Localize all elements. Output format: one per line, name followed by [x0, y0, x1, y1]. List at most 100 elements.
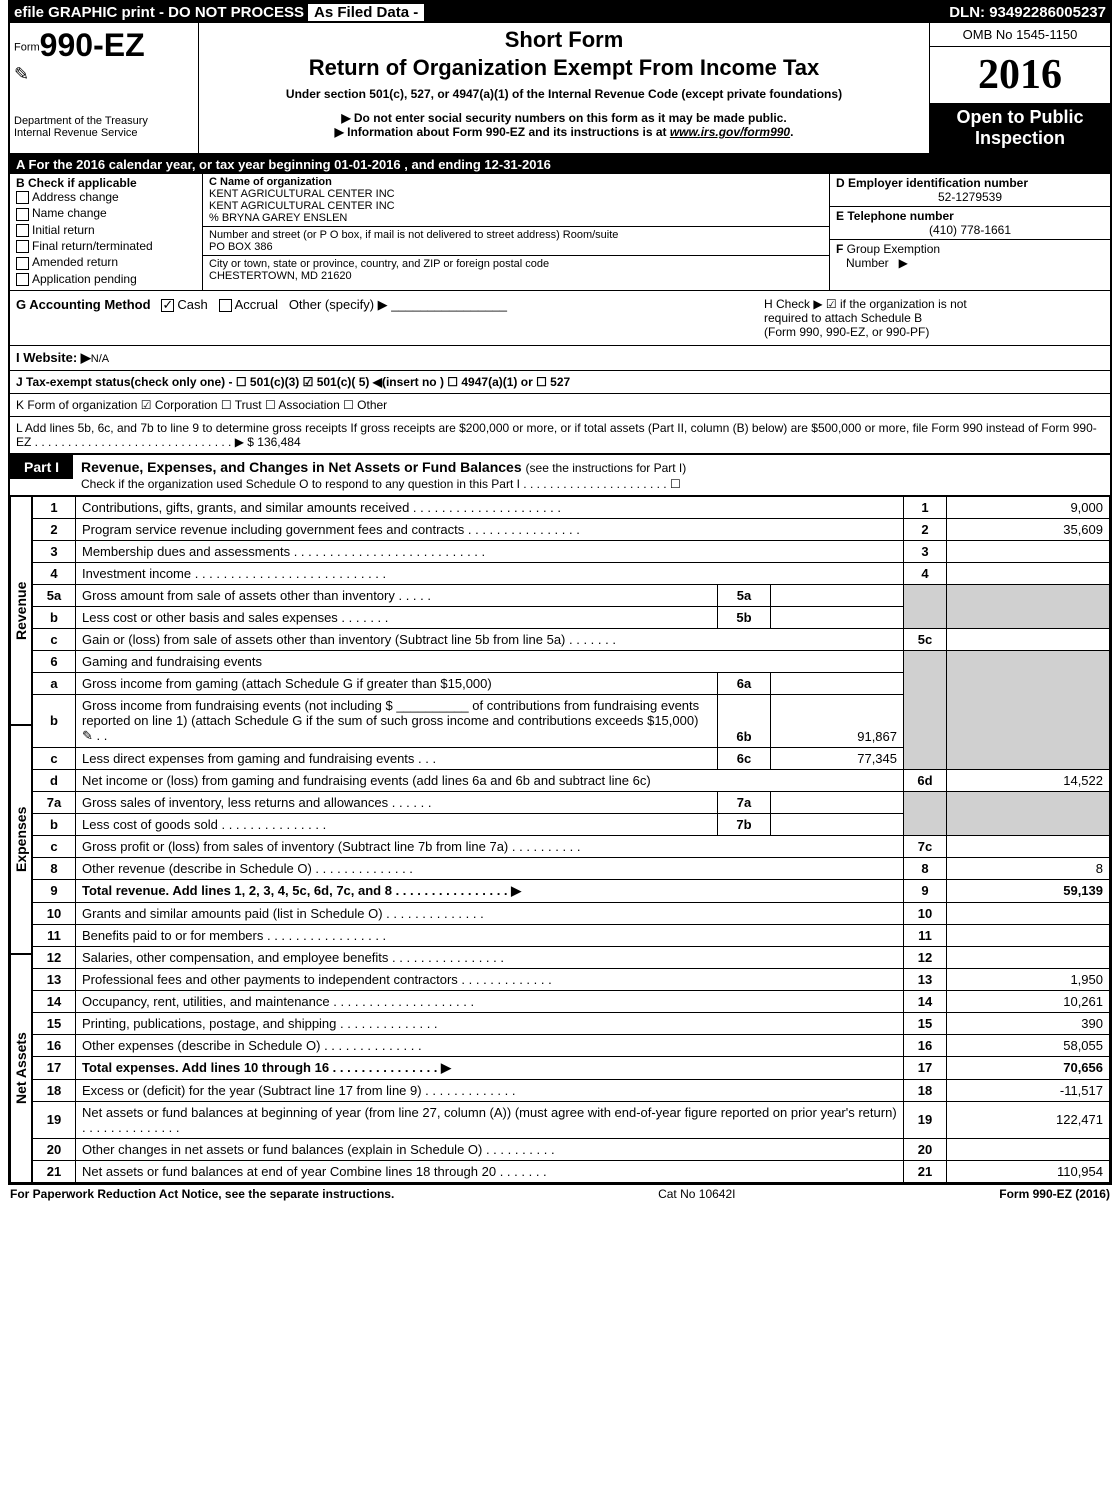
line-21: 21Net assets or fund balances at end of … — [33, 1160, 1110, 1182]
part1-check-line: Check if the organization used Schedule … — [81, 477, 681, 491]
form-header: Form990-EZ ✎ Department of the Treasury … — [10, 23, 1110, 155]
line-15: 15Printing, publications, postage, and s… — [33, 1012, 1110, 1034]
omb-number: OMB No 1545-1150 — [930, 23, 1110, 47]
H-line1: H Check ▶ ☑ if the organization is not — [764, 297, 1104, 311]
row-A: A For the 2016 calendar year, or tax yea… — [10, 155, 1110, 174]
cb-name-change[interactable]: Name change — [16, 206, 196, 220]
E-label: E Telephone number — [836, 209, 1104, 223]
line-17: 17Total expenses. Add lines 10 through 1… — [33, 1056, 1110, 1079]
line-20: 20Other changes in net assets or fund ba… — [33, 1138, 1110, 1160]
tax-year: 2016 — [930, 47, 1110, 103]
dln-label: DLN: 93492286005237 — [949, 4, 1106, 21]
row-G: G Accounting Method Cash Accrual Other (… — [10, 291, 758, 345]
form-number: 990-EZ — [40, 27, 145, 63]
H-line3: (Form 990, 990-EZ, or 990-PF) — [764, 325, 1104, 339]
line-3: 3Membership dues and assessments . . . .… — [33, 540, 1110, 562]
D-label: D Employer identification number — [836, 176, 1104, 190]
asfiled-label: As Filed Data - — [308, 4, 424, 21]
part1-label: Part I — [10, 455, 73, 479]
line-12: 12Salaries, other compensation, and empl… — [33, 946, 1110, 968]
line-4: 4Investment income . . . . . . . . . . .… — [33, 562, 1110, 584]
line-1: 1Contributions, gifts, grants, and simil… — [33, 496, 1110, 518]
footer-left: For Paperwork Reduction Act Notice, see … — [10, 1187, 394, 1201]
footer-mid: Cat No 10642I — [658, 1187, 735, 1201]
top-bar: efile GRAPHIC print - DO NOT PROCESS As … — [10, 2, 1110, 23]
cb-address-change[interactable]: Address change — [16, 190, 196, 204]
row-L: L Add lines 5b, 6c, and 7b to line 9 to … — [10, 416, 1110, 453]
G-label: G Accounting Method — [16, 297, 151, 312]
instr-line-2: ▶ Information about Form 990-EZ and its … — [205, 125, 923, 139]
section-DEF: D Employer identification number 52-1279… — [829, 174, 1110, 290]
row-GH: G Accounting Method Cash Accrual Other (… — [10, 290, 1110, 345]
line-10: 10Grants and similar amounts paid (list … — [33, 902, 1110, 924]
instr2-suffix: . — [790, 125, 793, 139]
irs-link[interactable]: www.irs.gov/form990 — [670, 125, 790, 139]
cb-application-pending[interactable]: Application pending — [16, 272, 196, 286]
form-container: efile GRAPHIC print - DO NOT PROCESS As … — [8, 0, 1112, 1185]
addr-value: PO BOX 386 — [209, 241, 823, 253]
footer-right: Form 990-EZ (2016) — [999, 1187, 1110, 1201]
instr-line-1: ▶ Do not enter social security numbers o… — [205, 111, 923, 125]
cb-accrual[interactable] — [219, 299, 232, 312]
C-label: C Name of organization — [209, 176, 823, 188]
row-I: I Website: ▶N/A — [10, 345, 1110, 370]
main-title: Return of Organization Exempt From Incom… — [205, 55, 923, 81]
org-name-2: KENT AGRICULTURAL CENTER INC — [209, 200, 823, 212]
line-11: 11Benefits paid to or for members . . . … — [33, 924, 1110, 946]
I-value: N/A — [91, 353, 109, 365]
line-18: 18Excess or (deficit) for the year (Subt… — [33, 1079, 1110, 1101]
side-expenses: Expenses — [10, 725, 32, 954]
line-5c: cGain or (loss) from sale of assets othe… — [33, 628, 1110, 650]
header-mid: Short Form Return of Organization Exempt… — [199, 23, 929, 153]
line-6d: dNet income or (loss) from gaming and fu… — [33, 769, 1110, 791]
lines-table: 1Contributions, gifts, grants, and simil… — [32, 496, 1110, 1183]
part1-body: Revenue Expenses Net Assets 1Contributio… — [10, 496, 1110, 1183]
row-K: K Form of organization ☑ Corporation ☐ T… — [10, 393, 1110, 416]
header-right: OMB No 1545-1150 2016 Open to Public Ins… — [929, 23, 1110, 153]
header-left: Form990-EZ ✎ Department of the Treasury … — [10, 23, 199, 153]
row-H: H Check ▶ ☑ if the organization is not r… — [758, 291, 1110, 345]
city-value: CHESTERTOWN, MD 21620 — [209, 270, 823, 282]
line-5a: 5a Gross amount from sale of assets othe… — [33, 584, 1110, 606]
org-name-1: KENT AGRICULTURAL CENTER INC — [209, 188, 823, 200]
section-B-title: B Check if applicable — [16, 176, 196, 190]
section-BCDEF: B Check if applicable Address change Nam… — [10, 174, 1110, 290]
open-public: Open to Public Inspection — [930, 103, 1110, 153]
E-value: (410) 778-1661 — [836, 223, 1104, 237]
part1-title: Revenue, Expenses, and Changes in Net As… — [73, 455, 1110, 495]
cb-amended-return[interactable]: Amended return — [16, 255, 196, 269]
section-C: C Name of organization KENT AGRICULTURAL… — [203, 174, 829, 290]
G-other: Other (specify) ▶ — [289, 297, 388, 312]
line-7a: 7a Gross sales of inventory, less return… — [33, 791, 1110, 813]
addr-label: Number and street (or P O box, if mail i… — [209, 229, 823, 241]
line-13: 13Professional fees and other payments t… — [33, 968, 1110, 990]
I-label: I Website: ▶ — [16, 350, 91, 365]
line-9: 9Total revenue. Add lines 1, 2, 3, 4, 5c… — [33, 879, 1110, 902]
H-line2: required to attach Schedule B — [764, 311, 1104, 325]
efile-label: efile GRAPHIC print - DO NOT PROCESS — [14, 4, 304, 21]
city-label: City or town, state or province, country… — [209, 258, 823, 270]
D-value: 52-1279539 — [836, 190, 1104, 204]
line-6: 6Gaming and fundraising events — [33, 650, 1110, 672]
line-8: 8Other revenue (describe in Schedule O) … — [33, 857, 1110, 879]
footer: For Paperwork Reduction Act Notice, see … — [4, 1185, 1116, 1203]
under-section: Under section 501(c), 527, or 4947(a)(1)… — [205, 87, 923, 101]
part1-header: Part I Revenue, Expenses, and Changes in… — [10, 453, 1110, 496]
cb-cash[interactable] — [161, 299, 174, 312]
side-revenue: Revenue — [10, 496, 32, 725]
row-J: J Tax-exempt status(check only one) - ☐ … — [10, 370, 1110, 393]
line-19: 19Net assets or fund balances at beginni… — [33, 1101, 1110, 1138]
line-14: 14Occupancy, rent, utilities, and mainte… — [33, 990, 1110, 1012]
form-prefix: Form — [14, 42, 40, 54]
open-public-2: Inspection — [934, 128, 1106, 149]
line-2: 2Program service revenue including gover… — [33, 518, 1110, 540]
cb-final-return[interactable]: Final return/terminated — [16, 239, 196, 253]
dept-irs: Internal Revenue Service — [14, 127, 194, 139]
cb-initial-return[interactable]: Initial return — [16, 223, 196, 237]
open-public-1: Open to Public — [934, 107, 1106, 128]
short-form-title: Short Form — [205, 27, 923, 53]
F-label: F Group Exemption Number ▶ — [836, 242, 1104, 270]
org-care-of: % BRYNA GAREY ENSLEN — [209, 212, 823, 224]
instr2-prefix: ▶ Information about Form 990-EZ and its … — [335, 125, 670, 139]
dept-treasury: Department of the Treasury — [14, 115, 194, 127]
